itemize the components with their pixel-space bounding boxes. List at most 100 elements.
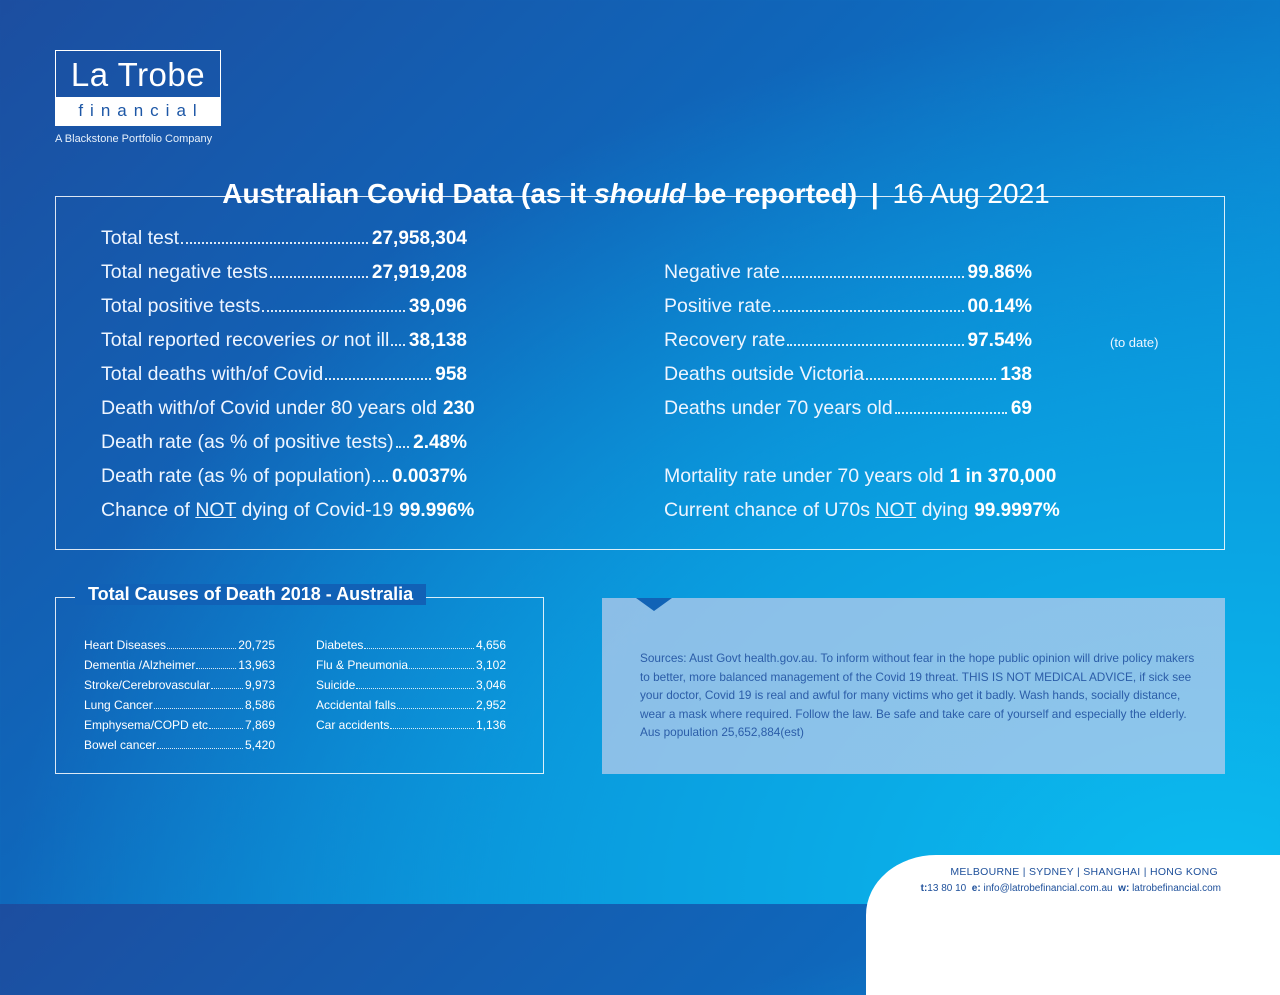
rate-row: Mortality rate under 70 years old 1 in 3… [664,465,1056,488]
stat-row: Chance of NOT dying of Covid-19 99.996% [101,499,474,522]
stat-label-pre: Chance of [101,499,196,521]
web-label: w: [1118,883,1130,894]
leader-dots [209,728,243,729]
cause-label: Flu & Pneumonia [316,658,409,672]
stat-label-underline: NOT [195,499,237,521]
footer-contact: t:13 80 10 e: info@latrobefinancial.com.… [921,883,1221,894]
cause-row: Diabetes 4,656 [316,638,506,652]
cause-value: 8,586 [244,698,275,712]
leader-dots [364,648,474,649]
cause-row: Suicide 3,046 [316,678,506,692]
leader-dots [894,412,1007,414]
title-part1: Australian Covid Data (as it [222,178,595,209]
cause-value: 4,656 [475,638,506,652]
rate-label-post: dying [916,499,969,521]
rate-row: Current chance of U70s NOT dying 99.9997… [664,499,1060,522]
causes-title: Total Causes of Death 2018 - Australia [75,584,427,605]
stat-label-emphasis: or [321,329,339,351]
stat-value: 27,919,208 [371,262,467,283]
stat-row: Death rate (as % of population) 0.0037% [101,465,467,488]
title-part2: be reported) [685,178,858,209]
cause-label: Stroke/Cerebrovascular [84,678,211,692]
stat-label: Total negative tests [101,261,268,283]
sources-panel: Sources: Aust Govt health.gov.au. To inf… [602,598,1225,774]
leader-dots [866,378,997,380]
rate-label: Deaths under 70 years old [664,397,893,419]
stat-row: Total negative tests 27,919,208 [101,261,467,284]
rate-note: (to date) [1110,335,1159,350]
stat-label-pre: Total reported recoveries [101,329,322,351]
leader-dots [153,708,243,709]
cause-row: Heart Diseases 20,725 [84,638,275,652]
cause-row: Emphysema/COPD etc 7,869 [84,718,275,732]
cause-label: Heart Diseases [84,638,167,652]
leader-dots [181,242,368,244]
rate-row: Recovery rate 97.54% [664,329,1032,352]
sources-text: Sources: Aust Govt health.gov.au. To inf… [640,651,1195,740]
footer-cities: MELBOURNE | SYDNEY | SHANGHAI | HONG KON… [950,866,1218,878]
cause-value: 3,046 [475,678,506,692]
stat-label: Total reported recoveries or not ill [101,329,389,352]
web-link[interactable]: latrobefinancial.com [1132,883,1221,894]
cause-value: 5,420 [244,738,275,752]
cause-label: Diabetes [316,638,364,652]
stat-value: 38,138 [408,330,467,351]
rate-label: Negative rate [664,261,780,283]
leader-dots [773,310,964,312]
leader-dots [356,688,474,689]
rate-value: 1 in 370,000 [949,466,1057,487]
stat-label-post: not ill [338,329,390,351]
email-link[interactable]: info@latrobefinancial.com.au [983,883,1113,894]
cause-label: Accidental falls [316,698,397,712]
rate-value: 138 [1000,364,1032,385]
cause-row: Accidental falls 2,952 [316,698,506,712]
rate-label: Recovery rate [664,329,786,351]
cause-row: Car accidents 1,136 [316,718,506,732]
title-emphasis: should [594,178,686,209]
rate-row: Deaths outside Victoria 138 [664,363,1032,386]
rate-label-pre: Current chance of U70s [664,499,876,521]
stat-value: 958 [435,364,467,385]
email-label: e: [971,883,981,894]
brand-name-top: La Trobe [70,56,206,93]
stat-label: Total deaths with/of Covid [101,363,324,385]
cause-label: Emphysema/COPD etc [84,718,209,732]
stat-value: 39,096 [408,296,467,317]
leader-dots [372,480,388,482]
stat-value: 99.996% [399,500,475,521]
cause-label: Car accidents [316,718,390,732]
leader-dots [787,344,964,346]
panel-notch [636,598,672,611]
cause-row: Dementia /Alzheimer 13,963 [84,658,275,672]
cause-row: Stroke/Cerebrovascular 9,973 [84,678,275,692]
cause-row: Flu & Pneumonia 3,102 [316,658,506,672]
cause-label: Bowel cancer [84,738,157,752]
stat-value: 27,958,304 [371,228,467,249]
stat-row: Total positive tests 39,096 [101,295,467,318]
rate-label: Positive rate [664,295,772,317]
rate-label: Mortality rate under 70 years old [664,465,944,487]
rate-value: 99.9997% [974,500,1060,521]
stat-row: Total reported recoveries or not ill 38,1… [101,329,467,352]
stat-label: Death rate (as % of population) [101,465,371,487]
rate-label: Deaths outside Victoria [664,363,865,385]
leader-dots [269,276,368,278]
stat-value: 230 [443,398,475,419]
cause-value: 9,973 [244,678,275,692]
brand-logo: La Trobe financial [55,50,221,126]
stat-value: 0.0037% [391,466,467,487]
phone-number[interactable]: 13 80 10 [927,883,967,894]
rate-value: 99.86% [967,262,1032,283]
cause-value: 13,963 [238,658,275,672]
stat-label: Total test [101,227,180,249]
brand-subtitle: A Blackstone Portfolio Company [55,133,213,145]
leader-dots [397,708,474,709]
rate-row: Deaths under 70 years old 69 [664,397,1032,420]
cause-value: 1,136 [475,718,506,732]
cause-row: Lung Cancer 8,586 [84,698,275,712]
brand-name-bottom: financial [56,97,220,125]
phone-label: t: [920,883,928,894]
leader-dots [391,344,405,346]
rate-value: 97.54% [967,330,1032,351]
cause-label: Dementia /Alzheimer [84,658,196,672]
